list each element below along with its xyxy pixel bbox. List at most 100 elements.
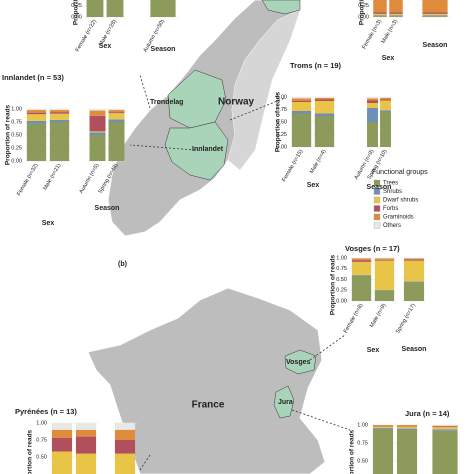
bar-segment [314, 99, 335, 101]
bar-segment [75, 423, 97, 430]
y-tick-label: 1.00 [336, 255, 347, 261]
bar-segment [372, 426, 394, 428]
legend-label: Others [383, 223, 401, 229]
bar-segment [89, 115, 106, 132]
bar-segment [432, 429, 458, 431]
bar-segment [403, 260, 425, 282]
facet-label: Sex [307, 182, 320, 189]
bar-segment [291, 113, 312, 147]
maps [87, 0, 351, 474]
y-tick-label: 1.00 [276, 94, 287, 100]
bar-segment [422, 12, 448, 14]
bar-segment [51, 429, 73, 438]
y-tick-label: 1.00 [357, 422, 368, 428]
bar-segment [372, 427, 394, 429]
bar-segment [26, 114, 47, 121]
bar-segment [49, 119, 70, 122]
facet-label: Sex [42, 220, 55, 227]
x-tick-label: Male (n=4) [309, 149, 328, 175]
y-tick-label: 0.00 [276, 144, 287, 150]
bar-segment [314, 116, 335, 147]
panel-title: Jura (n = 14) [405, 409, 450, 418]
map-label: Trøndelag [150, 99, 183, 106]
bar-segment [75, 453, 97, 474]
x-tick-label: Spring (n=17) [395, 303, 417, 335]
bar-segment [403, 281, 425, 301]
bar-segment [89, 110, 106, 116]
bar-segment [396, 430, 418, 474]
bar-segment [51, 451, 73, 474]
bar-segment [114, 429, 136, 440]
legend-label: Dwarf shrubs [383, 198, 418, 204]
y-tick-label: 0.25 [11, 145, 22, 151]
bar-segment [26, 110, 47, 113]
panel-label: (b) [118, 261, 127, 268]
bar-segment [422, 0, 448, 13]
bar-segment [373, 12, 387, 14]
bar-segment [389, 15, 403, 17]
y-tick-label: 0.25 [336, 288, 347, 294]
facet-label: Season [423, 42, 448, 49]
bar-segment [389, 12, 403, 14]
bar-segment [396, 426, 418, 429]
bar-segment [150, 0, 176, 18]
y-tick-label: 0.00 [71, 14, 82, 20]
y-tick-label: 0.50 [276, 119, 287, 125]
bar-segment [367, 100, 378, 103]
facet-label: Sex [382, 55, 395, 62]
y-tick-label: 0.50 [357, 458, 368, 464]
y-tick-label: 0.50 [36, 454, 47, 460]
x-tick-label: Female (n=32) [16, 163, 39, 197]
bar-segment [389, 13, 403, 16]
troms-region [261, 0, 301, 15]
bar-segment [108, 110, 125, 113]
bar-segment [89, 135, 106, 161]
bar-segment [314, 97, 335, 98]
bar-segment [49, 113, 70, 120]
bar-segment [374, 259, 395, 261]
bar-segment [373, 0, 387, 13]
panel-title: Vosges (n = 17) [345, 244, 400, 253]
map-label: France [192, 400, 225, 411]
y-tick-label: 0.75 [357, 440, 368, 446]
y-axis-label: Proportion of reads [5, 104, 12, 165]
bar-segment [108, 122, 125, 161]
bar-segment [51, 423, 73, 430]
facet-label: Sex [367, 347, 380, 354]
bar-segment [432, 425, 458, 426]
bar-segment [373, 15, 387, 17]
bar-segment [422, 13, 448, 16]
bar-segment [432, 427, 458, 430]
bar-segment [49, 109, 70, 111]
bar-segment [432, 425, 458, 427]
bar-segment [380, 100, 391, 111]
bar-segment [89, 131, 106, 133]
innlandet-region [164, 121, 229, 181]
jura-region [273, 385, 295, 419]
y-axis-label: Proportion of reads [330, 254, 337, 315]
bar-segment [373, 16, 387, 17]
y-tick-label: 0.75 [336, 266, 347, 272]
y-tick-label: 1.00 [36, 420, 47, 426]
bar-segment [389, 0, 403, 13]
y-tick-label: 0.50 [11, 132, 22, 138]
bar-segment [396, 425, 418, 426]
x-tick-label: Female (n=15) [281, 149, 304, 183]
bar-segment [396, 428, 418, 431]
bar-segment [380, 112, 391, 147]
bar-segment [89, 132, 106, 135]
bar-segment [89, 109, 106, 111]
panel-title: Innlandet (n = 53) [2, 73, 64, 82]
y-tick-label: 0.50 [336, 277, 347, 283]
facet-label: Season [95, 205, 120, 212]
map-label: Norway [218, 97, 255, 108]
bar-segment [380, 98, 391, 100]
x-tick-label: Female (n=8) [343, 303, 365, 335]
bar-segment [351, 260, 372, 262]
panel-title: Pyrénées (n = 13) [15, 407, 77, 416]
bar-segment [422, 15, 448, 17]
bar-segment [432, 426, 458, 428]
map-label: Innlandet [192, 146, 224, 153]
bar-segment [75, 429, 97, 437]
bar-segment [26, 112, 47, 115]
